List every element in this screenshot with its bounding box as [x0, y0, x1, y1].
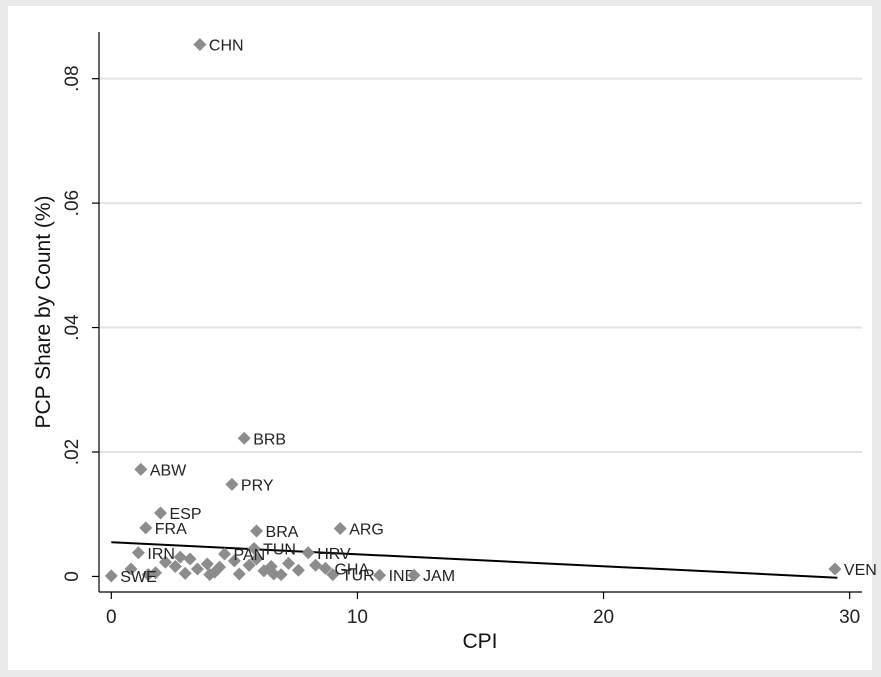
data-point-irn — [131, 546, 145, 560]
data-point-tun — [247, 541, 261, 555]
data-point-esp — [154, 506, 168, 520]
data-point-unlabeled-16 — [282, 556, 296, 570]
data-point-unlabeled-5 — [183, 552, 197, 566]
data-point-unlabeled-22 — [250, 552, 264, 566]
point-label-pan: PAN — [234, 547, 266, 564]
data-point-unlabeled-0 — [124, 562, 138, 576]
point-label-chn: CHN — [209, 37, 244, 54]
data-point-unlabeled-11 — [232, 567, 246, 581]
point-label-abw: ABW — [150, 462, 187, 479]
point-label-ind: IND — [389, 568, 417, 585]
data-point-ind — [373, 568, 387, 582]
y-tick-label-3: .06 — [62, 190, 83, 216]
data-point-bra — [250, 524, 264, 538]
point-label-gha: GHA — [334, 561, 369, 578]
data-point-unlabeled-4 — [178, 566, 192, 580]
data-point-jam — [407, 568, 421, 582]
data-point-pan — [218, 547, 232, 561]
point-label-tur: TUR — [342, 568, 375, 585]
x-axis-label: CPI — [462, 630, 497, 653]
data-point-pry — [225, 477, 239, 491]
data-point-unlabeled-9 — [213, 560, 227, 574]
data-point-unlabeled-3 — [168, 559, 182, 573]
data-point-unlabeled-6 — [190, 562, 204, 576]
x-tick-label-1: 10 — [347, 607, 368, 628]
point-label-bra: BRA — [266, 524, 299, 541]
point-label-arg: ARG — [349, 522, 384, 539]
point-label-brb: BRB — [253, 431, 286, 448]
data-point-tur — [326, 568, 340, 582]
data-point-arg — [333, 522, 347, 536]
point-label-jam: JAM — [423, 568, 455, 585]
y-tick-label-2: .04 — [62, 314, 83, 341]
fit-line — [111, 541, 838, 579]
plot-area — [99, 32, 862, 592]
data-point-unlabeled-19 — [141, 568, 155, 582]
point-label-tun: TUN — [263, 541, 296, 558]
point-label-fra: FRA — [155, 521, 187, 538]
x-tick-label-2: 20 — [593, 607, 614, 628]
axes — [92, 32, 862, 599]
data-point-brb — [237, 431, 251, 445]
data-point-unlabeled-17 — [291, 563, 305, 577]
data-point-unlabeled-12 — [242, 558, 256, 572]
y-tick-label-4: .08 — [62, 65, 83, 91]
tick-labels: 0 .02 .04 .06 .08 0 10 20 30 — [62, 65, 860, 628]
y-tick-label-0: 0 — [62, 571, 83, 582]
data-point-unlabeled-21 — [203, 568, 217, 582]
data-point-unlabeled-18 — [309, 558, 323, 572]
point-label-pry: PRY — [241, 477, 274, 494]
data-point-fra — [139, 521, 153, 535]
data-point-unlabeled-10 — [227, 554, 241, 568]
data-point-hrv — [301, 546, 315, 560]
data-point-unlabeled-20 — [173, 550, 187, 564]
point-label-swe: SWE — [120, 569, 156, 586]
x-tick-label-0: 0 — [106, 607, 117, 628]
data-point-unlabeled-2 — [158, 555, 172, 569]
point-label-esp: ESP — [170, 506, 202, 523]
grid-lines — [99, 77, 862, 453]
data-point-gha — [318, 561, 332, 575]
point-label-ven: VEN — [844, 562, 877, 579]
point-label-hrv: HRV — [317, 546, 351, 563]
data-point-unlabeled-23 — [267, 567, 281, 581]
data-point-abw — [134, 462, 148, 476]
data-point-unlabeled-15 — [274, 568, 288, 582]
fit-line-group — [111, 541, 838, 579]
x-tick-label-3: 30 — [839, 607, 860, 628]
point-label-irn: IRN — [147, 546, 175, 563]
data-point-unlabeled-7 — [200, 557, 214, 571]
y-tick-label-1: .02 — [62, 439, 83, 465]
y-axis-label: PCP Share by Count (%) — [32, 195, 55, 428]
data-point-swe — [104, 569, 118, 583]
data-point-ven — [828, 562, 842, 576]
data-point-chn — [193, 37, 207, 51]
